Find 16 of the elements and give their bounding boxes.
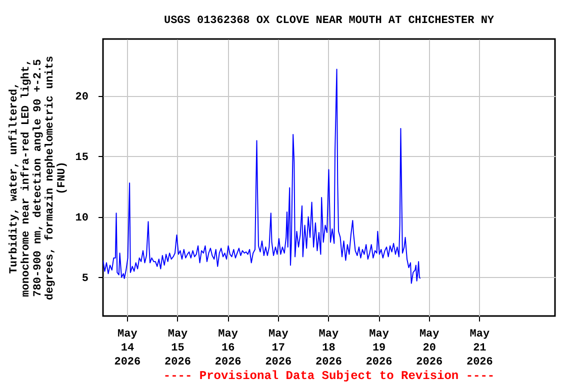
y-tick-label: 15 [75, 152, 89, 164]
x-tick-label: May 15 2026 [164, 328, 191, 368]
x-tick-label: May 16 2026 [214, 328, 242, 368]
y-tick-label: 10 [75, 212, 88, 224]
chart-title: USGS 01362368 OX CLOVE NEAR MOUTH AT CHICHESTER NY [164, 15, 494, 27]
line-series [103, 68, 421, 284]
y-axis-title: Turbidity, water, unfiltered, monochrome near infra-red LED light, 780-900 nm, detection angle 90 +-2.5 degrees, formazin nephelometric units (FNU) [7, 56, 68, 300]
x-tick-label: May 20 2026 [416, 328, 443, 368]
y-tick-label: 5 [82, 272, 89, 285]
x-tick-label: May 17 2026 [265, 328, 292, 368]
x-tick-label: May 14 2026 [114, 328, 141, 368]
x-tick-label: May 19 2026 [366, 328, 392, 368]
x-tick-label: May 21 2026 [466, 328, 493, 368]
text: ---- Provisional Data Subject to Revision ---- [163, 369, 495, 383]
x-tick-label: May 18 2026 [316, 328, 342, 368]
y-tick-label: 20 [75, 91, 88, 104]
